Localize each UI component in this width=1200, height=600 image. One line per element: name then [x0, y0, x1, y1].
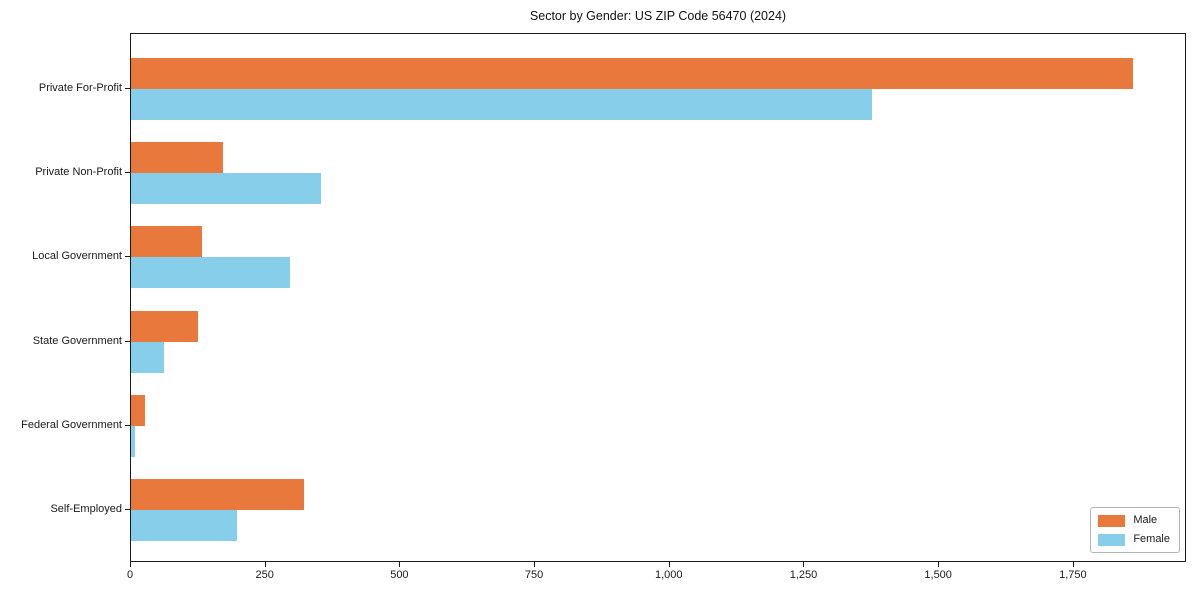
- bar-male-4: [131, 310, 198, 342]
- legend-item-female: Female: [1098, 533, 1170, 546]
- x-tick-label: 500: [390, 569, 409, 581]
- x-tick-mark: [399, 562, 401, 567]
- legend-swatch-male-icon: [1098, 514, 1126, 527]
- y-tick-label: Federal Government: [21, 418, 122, 431]
- bar-female-2: [131, 173, 321, 205]
- bar-male-6: [131, 479, 304, 510]
- x-tick-mark: [130, 562, 131, 567]
- x-tick-label: 0: [126, 569, 134, 581]
- legend-swatch-female-icon: [1098, 533, 1126, 546]
- y-tick-mark: [125, 424, 130, 426]
- x-tick-mark: [938, 562, 940, 567]
- legend-label-female: Female: [1133, 533, 1170, 545]
- x-tick-label: 1,250: [789, 569, 818, 581]
- bar-female-1: [131, 89, 872, 120]
- x-tick-label: 1,750: [1059, 569, 1087, 581]
- y-tick-label: Local Government: [32, 250, 122, 263]
- bar-female-4: [131, 341, 164, 373]
- x-tick-label: 1,000: [655, 569, 683, 581]
- x-tick-mark: [264, 562, 266, 567]
- y-tick-mark: [125, 88, 130, 89]
- plot-area: Male Female: [130, 33, 1186, 562]
- legend-label-male: Male: [1133, 514, 1158, 526]
- x-tick-label: 750: [524, 569, 544, 581]
- y-tick-label: State Government: [32, 334, 122, 347]
- y-tick-mark: [125, 340, 130, 342]
- y-tick-label: Self-Employed: [50, 503, 122, 515]
- x-tick-label: 1,500: [924, 569, 952, 581]
- bar-female-6: [131, 510, 237, 541]
- x-tick-mark: [534, 562, 536, 567]
- y-tick-mark: [125, 509, 130, 510]
- y-tick-label: Private For-Profit: [38, 82, 122, 94]
- bar-male-5: [131, 394, 145, 426]
- y-tick-mark: [125, 172, 130, 174]
- x-tick-label: 250: [255, 569, 274, 581]
- x-tick-mark: [668, 562, 670, 567]
- bar-female-3: [131, 257, 290, 289]
- bar-male-2: [131, 142, 223, 174]
- legend: Male Female: [1090, 507, 1180, 553]
- legend-item-male: Male: [1098, 514, 1170, 527]
- y-tick-label: Private Non-Profit: [35, 166, 122, 179]
- x-tick-mark: [803, 562, 805, 567]
- y-tick-mark: [125, 256, 130, 258]
- chart-title: Sector by Gender: US ZIP Code 56470 (202…: [529, 9, 787, 23]
- x-tick-mark: [1072, 562, 1074, 567]
- bar-male-3: [131, 226, 202, 258]
- bar-male-1: [131, 58, 1133, 89]
- bar-female-5: [131, 425, 135, 457]
